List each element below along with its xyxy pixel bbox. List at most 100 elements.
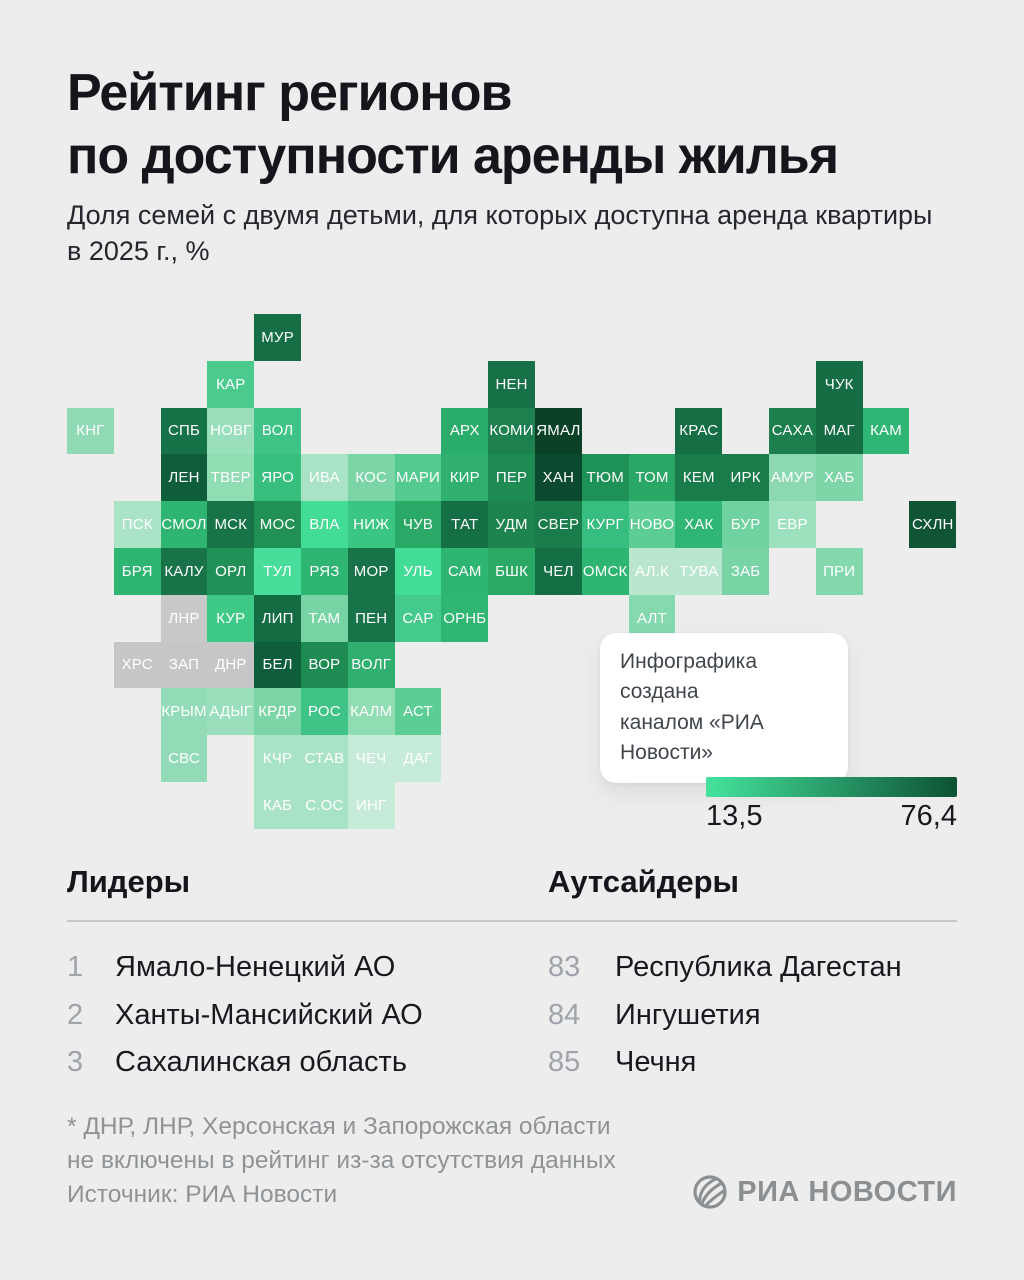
subtitle-line-2: в 2025 г., % bbox=[67, 235, 210, 266]
region-name: Чечня bbox=[615, 1046, 697, 1079]
region-tile-ЛНР: ЛНР bbox=[160, 594, 208, 642]
region-tile-ОМСК: ОМСК bbox=[581, 548, 629, 595]
region-tile-ПЕР: ПЕР bbox=[488, 454, 535, 502]
region-tile-ХАК: ХАК bbox=[675, 501, 723, 548]
legend-labels: 13,5 76,4 bbox=[706, 800, 957, 833]
region-tile-КУР: КУР bbox=[207, 594, 255, 642]
region-tile-ТОМ: ТОМ bbox=[628, 454, 676, 502]
region-tile-КЕМ: КЕМ bbox=[675, 454, 723, 502]
region-tile-ВОЛ: ВОЛ bbox=[254, 407, 301, 455]
region-tile-АЛ.К: АЛ.К bbox=[628, 548, 676, 595]
region-tile-САХА: САХА bbox=[769, 407, 816, 455]
region-tile-ОРНБ: ОРНБ bbox=[441, 594, 489, 642]
ria-logo-text: РИА НОВОСТИ bbox=[737, 1175, 957, 1208]
region-tile-КЧР: КЧР bbox=[254, 735, 301, 782]
section-divider bbox=[67, 920, 957, 922]
page-title: Рейтинг регионов по доступности аренды ж… bbox=[67, 62, 839, 189]
legend-gradient-bar bbox=[706, 777, 957, 797]
rank-row: 84 Ингушетия bbox=[548, 992, 902, 1040]
rank-row: 85 Чечня bbox=[548, 1039, 902, 1087]
region-tile-МОР: МОР bbox=[347, 548, 395, 595]
region-tile-КАЛМ: КАЛМ bbox=[347, 688, 395, 736]
title-line-2: по доступности аренды жилья bbox=[67, 127, 839, 186]
region-tile-ТУВА: ТУВА bbox=[675, 548, 723, 595]
region-tile-СВС: СВС bbox=[160, 735, 208, 782]
region-tile-ОРЛ: ОРЛ bbox=[207, 548, 255, 595]
region-tile-ПЕН: ПЕН bbox=[347, 594, 395, 642]
rank-number: 85 bbox=[548, 1046, 581, 1079]
region-tile-КАМ: КАМ bbox=[862, 407, 910, 455]
region-tile-ХРС: ХРС bbox=[113, 641, 161, 689]
region-tile-ЛЕН: ЛЕН bbox=[160, 454, 208, 502]
rank-number: 3 bbox=[67, 1046, 84, 1079]
region-tile-САР: САР bbox=[394, 594, 442, 642]
credit-tooltip-card: Инфографика создана каналом «РИА Новости… bbox=[600, 633, 848, 783]
region-name: Ямало-Ненецкий АО bbox=[115, 951, 396, 984]
source-text: Источник: РИА Новости bbox=[67, 1181, 338, 1208]
region-tile-ДНР: ДНР bbox=[207, 641, 255, 689]
region-tile-КРДР: КРДР bbox=[254, 688, 301, 736]
region-tile-ТАТ: ТАТ bbox=[441, 501, 489, 548]
legend-max-label: 76,4 bbox=[900, 800, 957, 832]
region-tile-ЧЕЧ: ЧЕЧ bbox=[347, 735, 395, 782]
region-tile-НЕН: НЕН bbox=[488, 360, 535, 408]
region-tile-УЛЬ: УЛЬ bbox=[394, 548, 442, 595]
region-tile-КОС: КОС bbox=[347, 454, 395, 502]
region-tile-С.ОС: С.ОС bbox=[301, 782, 348, 829]
title-line-1: Рейтинг регионов bbox=[67, 64, 512, 122]
region-tile-ЧУК: ЧУК bbox=[815, 360, 863, 408]
region-tile-СМОЛ: СМОЛ bbox=[160, 501, 208, 548]
page-subtitle: Доля семей с двумя детьми, для которых д… bbox=[67, 198, 932, 269]
region-name: Ханты-Мансийский АО bbox=[115, 998, 423, 1031]
region-tile-АДЫГ: АДЫГ bbox=[207, 688, 255, 736]
rank-number: 83 bbox=[548, 951, 581, 984]
rank-row: 1 Ямало-Ненецкий АО bbox=[67, 944, 423, 992]
region-tile-ЯМАЛ: ЯМАЛ bbox=[535, 407, 582, 455]
rank-row: 83 Республика Дагестан bbox=[548, 944, 902, 992]
region-tile-НИЖ: НИЖ bbox=[347, 501, 395, 548]
leaders-list: 1 Ямало-Ненецкий АО 2 Ханты-Мансийский АО 3 С… bbox=[67, 944, 423, 1087]
region-tile-МАРИ: МАРИ bbox=[394, 454, 442, 502]
region-tile-КУРГ: КУРГ bbox=[581, 501, 629, 548]
region-tile-ВЛА: ВЛА bbox=[301, 501, 348, 548]
footnote-line-1: * ДНР, ЛНР, Херсонская и Запорожская обл… bbox=[67, 1113, 611, 1140]
region-tile-ТЮМ: ТЮМ bbox=[581, 454, 629, 502]
rank-row: 3 Сахалинская область bbox=[67, 1039, 423, 1087]
region-name: Ингушетия bbox=[615, 998, 761, 1031]
footnote-line-2: не включены в рейтинг из-за отсутствия д… bbox=[67, 1146, 616, 1174]
region-tile-ПСК: ПСК bbox=[113, 501, 161, 548]
credit-line-1: Инфографика создана bbox=[620, 650, 758, 704]
outsiders-list: 83 Республика Дагестан 84 Ингушетия 85 Чечня bbox=[548, 944, 902, 1087]
region-tile-ЛИП: ЛИП bbox=[254, 594, 301, 642]
region-tile-СПБ: СПБ bbox=[160, 407, 208, 455]
region-tile-УДМ: УДМ bbox=[488, 501, 535, 548]
region-tile-ЗАБ: ЗАБ bbox=[722, 548, 769, 595]
legend-min-label: 13,5 bbox=[706, 800, 763, 832]
region-tile-ВОР: ВОР bbox=[301, 641, 348, 689]
region-tile-ИНГ: ИНГ bbox=[347, 782, 395, 829]
region-tile-МСК: МСК bbox=[207, 501, 255, 548]
credit-line-2: каналом «РИА Новости» bbox=[620, 710, 764, 765]
region-tile-СХЛН: СХЛН bbox=[909, 501, 957, 548]
region-tile-БУР: БУР bbox=[722, 501, 769, 548]
rank-number: 1 bbox=[67, 951, 84, 984]
region-tile-ТВЕР: ТВЕР bbox=[207, 454, 255, 502]
ria-novosti-logo: РИА НОВОСТИ bbox=[692, 1174, 957, 1210]
region-tile-КНГ: КНГ bbox=[67, 407, 114, 455]
region-tile-ТУЛ: ТУЛ bbox=[254, 548, 301, 595]
region-name: Республика Дагестан bbox=[615, 951, 902, 984]
leaders-heading: Лидеры bbox=[67, 864, 191, 899]
region-tile-СТАВ: СТАВ bbox=[301, 735, 348, 782]
region-tile-ИВА: ИВА bbox=[301, 454, 348, 502]
region-tile-ХАН: ХАН bbox=[535, 454, 582, 502]
region-tile-АСТ: АСТ bbox=[394, 688, 442, 736]
region-tile-ЧУВ: ЧУВ bbox=[394, 501, 442, 548]
region-tile-КОМИ: КОМИ bbox=[488, 407, 535, 455]
region-tile-РОС: РОС bbox=[301, 688, 348, 736]
rank-number: 2 bbox=[67, 998, 84, 1031]
region-tile-ЯРО: ЯРО bbox=[254, 454, 301, 502]
region-tile-КИР: КИР bbox=[441, 454, 489, 502]
region-tile-БШК: БШК bbox=[488, 548, 535, 595]
rank-number: 84 bbox=[548, 998, 581, 1031]
